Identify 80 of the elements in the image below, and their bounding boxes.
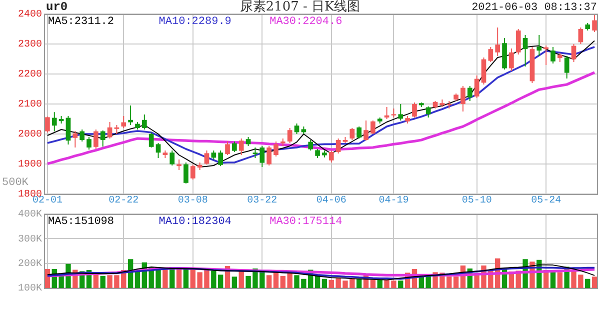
chart-subtitle: ur0	[46, 0, 68, 14]
text: 2021-06-03 08:13:37	[472, 2, 597, 14]
candlestick	[218, 150, 224, 167]
candlestick	[94, 129, 98, 150]
candlestick	[336, 138, 341, 154]
candlestick	[356, 126, 362, 139]
candlestick	[72, 130, 78, 148]
y-tick-label: 200K	[18, 258, 42, 270]
candlestick	[592, 14, 597, 32]
candlestick	[522, 34, 528, 67]
candlestick	[121, 116, 126, 128]
candlestick	[294, 123, 300, 134]
candlestick	[550, 46, 556, 64]
candlestick	[252, 147, 258, 158]
y-tick-label: 400K	[18, 210, 42, 221]
y-tick-label: 1900	[18, 160, 42, 171]
y-tick-label: 2000	[18, 130, 42, 141]
candlestick	[364, 120, 368, 142]
y-tick-label: 2300	[18, 40, 42, 51]
y-tick-label: 300K	[18, 234, 42, 246]
candlestick	[460, 86, 466, 112]
candlestick	[184, 162, 188, 184]
candlestick	[488, 46, 494, 62]
y-tick-label: 100K	[18, 284, 42, 295]
y-tick-label: 2400	[18, 10, 42, 21]
candlestick	[328, 150, 334, 163]
candlestick	[571, 44, 576, 62]
candlestick	[495, 27, 500, 56]
candlestick	[170, 150, 175, 166]
candlestick	[204, 150, 210, 166]
x-tick-label: 05-10	[462, 196, 492, 207]
candlestick	[274, 141, 278, 157]
candlestick	[238, 138, 244, 156]
candlestick	[107, 122, 112, 139]
x-tick-label: 03-22	[247, 196, 278, 207]
candlestick	[412, 102, 417, 118]
candlestick	[287, 128, 292, 144]
candlestick	[100, 130, 106, 148]
candlestick	[398, 104, 404, 121]
candlestick	[266, 146, 272, 166]
candlestick	[536, 34, 542, 56]
x-tick-label: 04-06	[316, 196, 346, 207]
text: MA30:2204.6	[270, 16, 342, 28]
text: MA10:2289.9	[158, 16, 232, 28]
candlestick	[225, 141, 230, 156]
candlestick	[426, 106, 431, 118]
candlestick	[45, 116, 50, 133]
y-tick-label: 2100	[18, 100, 42, 111]
candlestick	[232, 141, 237, 152]
candlestick	[52, 112, 57, 132]
candlestick	[308, 140, 314, 151]
candlestick	[509, 48, 514, 72]
x-tick-label: 04-19	[378, 196, 409, 207]
candlestick	[66, 116, 71, 145]
candlestick	[578, 27, 584, 44]
candlestick	[156, 142, 161, 158]
text: MA5:2311.2	[48, 16, 114, 28]
candlestick	[128, 105, 133, 126]
candlestick	[350, 128, 355, 140]
text: 500K	[2, 176, 29, 189]
candlestick	[86, 136, 92, 150]
x-tick-label: 02-01	[32, 196, 62, 207]
candlestick	[370, 120, 376, 134]
candlestick	[148, 132, 154, 148]
x-tick-label: 02-22	[108, 196, 139, 207]
candlestick	[190, 164, 196, 180]
text: MA10:182304	[158, 216, 232, 228]
candlestick	[80, 129, 85, 142]
x-tick-label: 03-08	[178, 196, 208, 207]
candlestick	[467, 86, 472, 102]
candlestick	[516, 28, 521, 55]
y-tick-label: 2200	[18, 70, 42, 81]
candlestick	[142, 114, 147, 130]
text: MA5:151098	[48, 216, 114, 228]
candlestick	[564, 56, 570, 79]
candlestick	[474, 75, 480, 98]
candlestick	[260, 146, 265, 168]
candlestick	[481, 57, 486, 85]
text: MA30:175114	[270, 216, 343, 228]
x-tick-label: 05-24	[531, 196, 562, 207]
